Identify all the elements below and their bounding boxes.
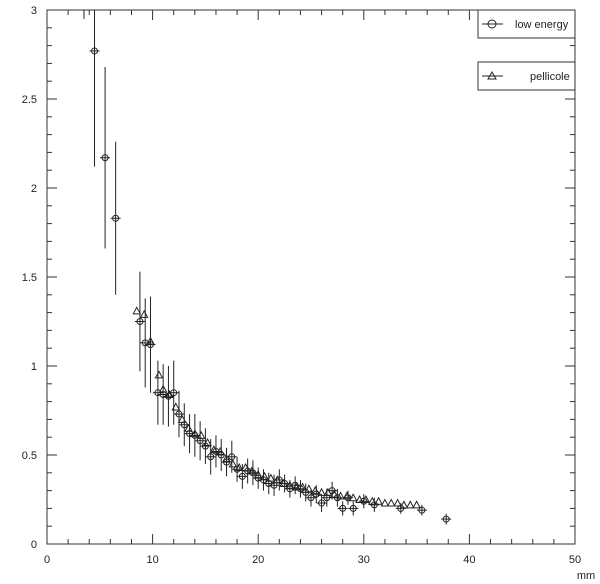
point-pellicole bbox=[361, 494, 371, 503]
point-pellicole bbox=[196, 430, 206, 439]
point-pellicole bbox=[247, 466, 257, 475]
plot-frame bbox=[46, 9, 576, 545]
legend-low-energy: low energy bbox=[477, 9, 576, 39]
x-tick-label: 10 bbox=[146, 554, 158, 566]
legend-pellicole: pellicole bbox=[477, 61, 576, 91]
data-markers bbox=[91, 47, 450, 523]
point-low-energy bbox=[333, 494, 341, 502]
x-axis-label: mm bbox=[577, 570, 595, 582]
y-tick-label: 3 bbox=[31, 5, 37, 17]
y-tick-label: 2.5 bbox=[22, 94, 37, 106]
point-low-energy bbox=[175, 410, 183, 418]
x-tick-label: 30 bbox=[358, 554, 370, 566]
point-pellicole bbox=[184, 423, 193, 432]
point-pellicole bbox=[374, 496, 383, 505]
point-low-energy bbox=[238, 472, 246, 480]
point-low-energy bbox=[307, 494, 315, 502]
legend-circle-marker bbox=[487, 19, 497, 29]
point-pellicole bbox=[304, 484, 314, 493]
point-low-energy bbox=[196, 437, 204, 445]
x-tick-label: 50 bbox=[569, 554, 581, 566]
y-tick-label: 0 bbox=[31, 539, 37, 551]
point-pellicole bbox=[298, 482, 307, 491]
axis-ticks: 0 10 20 30 40 50 0 0.5 1 1.5 2 2.5 3 bbox=[22, 5, 581, 566]
point-pellicole bbox=[139, 309, 149, 318]
point-pellicole bbox=[203, 437, 212, 447]
point-low-energy bbox=[418, 506, 426, 514]
point-pellicole bbox=[260, 471, 269, 480]
y-tick-label: 1 bbox=[31, 361, 37, 373]
point-low-energy bbox=[112, 214, 120, 222]
point-low-energy bbox=[207, 453, 215, 461]
point-pellicole bbox=[234, 462, 244, 471]
point-low-energy bbox=[223, 458, 231, 466]
point-pellicole bbox=[209, 445, 219, 454]
point-low-energy bbox=[259, 476, 267, 484]
y-tick-label: 1.5 bbox=[22, 272, 37, 284]
point-low-energy bbox=[212, 447, 220, 455]
x-tick-label: 0 bbox=[44, 554, 50, 566]
legend-label-low-energy: low energy bbox=[515, 19, 569, 31]
point-pellicole bbox=[336, 491, 345, 500]
y-tick-label: 2 bbox=[31, 183, 37, 195]
point-low-energy bbox=[217, 451, 225, 459]
point-low-energy bbox=[296, 485, 304, 493]
point-pellicole bbox=[190, 429, 200, 438]
point-low-energy bbox=[339, 504, 347, 512]
point-low-energy bbox=[136, 318, 144, 325]
point-pellicole bbox=[285, 480, 295, 489]
point-pellicole bbox=[177, 414, 187, 423]
point-pellicole bbox=[405, 500, 415, 509]
point-pellicole bbox=[348, 493, 358, 502]
point-pellicole bbox=[291, 482, 301, 491]
point-pellicole bbox=[215, 446, 225, 455]
point-low-energy bbox=[91, 47, 99, 55]
point-pellicole bbox=[329, 489, 339, 498]
legend-triangle-marker bbox=[487, 70, 497, 80]
x-tick-label: 20 bbox=[252, 554, 264, 566]
point-low-energy bbox=[323, 494, 331, 502]
point-pellicole bbox=[154, 370, 164, 379]
point-pellicole bbox=[317, 487, 326, 496]
point-pellicole bbox=[367, 496, 377, 505]
point-pellicole bbox=[412, 500, 421, 509]
point-pellicole bbox=[279, 478, 288, 487]
point-low-energy bbox=[228, 453, 236, 461]
point-low-energy bbox=[233, 465, 241, 473]
point-pellicole bbox=[241, 462, 250, 471]
point-pellicole bbox=[342, 491, 352, 500]
point-low-energy bbox=[360, 497, 368, 505]
point-pellicole bbox=[323, 487, 333, 496]
point-pellicole bbox=[380, 498, 390, 507]
x-tick-label: 40 bbox=[463, 554, 475, 566]
point-low-energy bbox=[101, 154, 109, 162]
point-pellicole bbox=[393, 498, 402, 507]
point-pellicole bbox=[132, 306, 142, 315]
point-pellicole bbox=[266, 473, 276, 482]
legend-label-pellicole: pellicole bbox=[530, 71, 570, 83]
point-pellicole bbox=[386, 498, 396, 507]
point-pellicole bbox=[355, 494, 364, 503]
point-low-energy bbox=[442, 515, 450, 523]
point-low-energy bbox=[180, 421, 188, 429]
point-low-energy bbox=[349, 504, 357, 512]
point-pellicole bbox=[399, 500, 409, 509]
point-low-energy bbox=[318, 499, 326, 507]
point-pellicole bbox=[272, 475, 282, 484]
y-tick-label: 0.5 bbox=[22, 450, 37, 462]
point-pellicole bbox=[253, 470, 263, 479]
point-pellicole bbox=[310, 486, 320, 495]
point-pellicole bbox=[222, 454, 231, 463]
point-pellicole bbox=[165, 389, 174, 398]
point-pellicole bbox=[171, 402, 181, 411]
point-pellicole bbox=[146, 336, 155, 345]
point-pellicole bbox=[158, 384, 168, 393]
point-low-energy bbox=[146, 341, 154, 349]
point-pellicole bbox=[228, 459, 238, 468]
